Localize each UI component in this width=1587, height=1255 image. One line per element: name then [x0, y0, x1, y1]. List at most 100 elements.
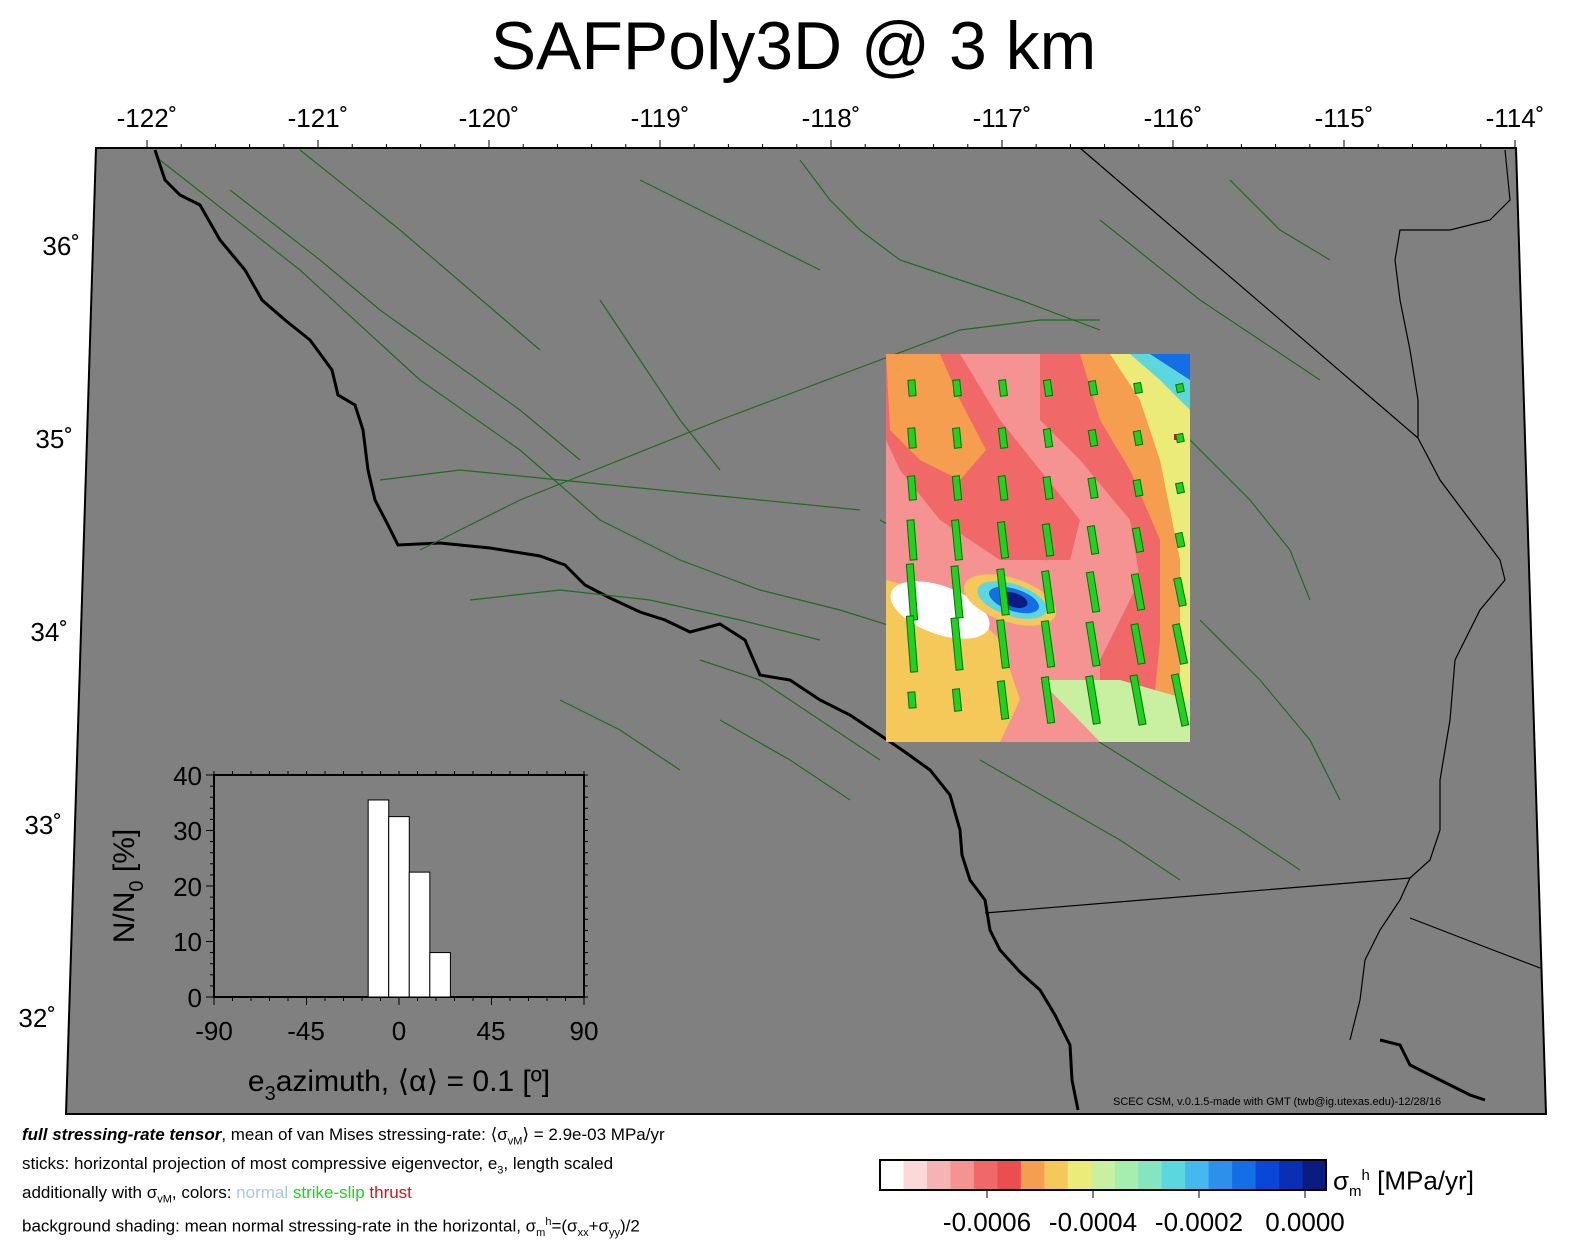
stick: [905, 615, 919, 673]
eigenvector-sticks: [905, 379, 1190, 727]
map-title: SAFPoly3D @ 3 km: [490, 8, 1097, 84]
stick: [1132, 429, 1144, 447]
histogram-ticks: [206, 771, 588, 1005]
lon-label: -120˚: [459, 103, 520, 133]
azimuth-histogram: 0 10 20 30 40 -90 -45 0 45 90 e3azimuth,…: [108, 761, 598, 1105]
stick: [1087, 476, 1099, 500]
stick: [1133, 381, 1143, 395]
stick: [952, 379, 962, 397]
stick: [997, 475, 1009, 501]
colorbar-label: σmh [MPa/yr]: [1333, 1165, 1474, 1200]
colorbar-swatch: [1232, 1160, 1257, 1190]
lon-label: -115˚: [1315, 103, 1374, 133]
stress-shading: [886, 354, 1190, 742]
hist-xtick: 0: [392, 1016, 406, 1046]
hist-xtick: -90: [195, 1016, 233, 1046]
stick: [1041, 523, 1055, 557]
stick: [1085, 571, 1101, 613]
stick: [951, 688, 963, 712]
colorbar-swatch: [926, 1160, 951, 1190]
stick: [951, 519, 963, 561]
lon-label: -119˚: [631, 103, 690, 133]
stick: [951, 475, 963, 501]
colorbar-swatch: [1255, 1160, 1280, 1190]
stick: [1085, 675, 1101, 725]
stick: [1087, 428, 1099, 448]
state-border-az: [1409, 437, 1506, 879]
stick: [951, 427, 963, 449]
stick: [1040, 620, 1056, 668]
lat-label: 35˚: [35, 424, 73, 454]
border-sonora: [1409, 917, 1541, 969]
lon-label: -121˚: [288, 103, 349, 133]
histogram-bar: [429, 952, 451, 998]
coastline: [153, 149, 1080, 1111]
stick: [1132, 478, 1144, 498]
stick: [1170, 673, 1190, 727]
stick: [1086, 525, 1100, 555]
hist-ytick: 10: [173, 927, 202, 957]
state-border-colorado-river: [1394, 149, 1511, 438]
stick: [1171, 623, 1189, 665]
colorbar-frame: [879, 1159, 1327, 1191]
stick: [906, 519, 918, 561]
colorbar-swatch: [1208, 1160, 1233, 1190]
caption-line-2: sticks: horizontal projection of most co…: [22, 1154, 614, 1177]
lon-label: -117˚: [973, 103, 1032, 133]
stick: [1175, 432, 1185, 444]
stick: [1041, 570, 1055, 614]
state-border-ca-nv: [1079, 147, 1419, 439]
colorbar-tick-label: -0.0004: [1048, 1207, 1138, 1237]
colorbar-tick-label: 0.0000: [1265, 1207, 1345, 1237]
hist-xtick: 45: [477, 1016, 506, 1046]
colorbar-swatch: [1091, 1160, 1116, 1190]
lat-label: 33˚: [24, 810, 62, 840]
colorbar-swatch: [880, 1160, 904, 1190]
hist-xtick: -45: [287, 1016, 325, 1046]
stick: [996, 680, 1010, 720]
lon-label: -118˚: [802, 103, 861, 133]
coastline-gulf: [1379, 1038, 1486, 1102]
stick: [997, 427, 1009, 449]
stick: [1173, 576, 1187, 608]
colorbar-swatch: [1067, 1160, 1092, 1190]
colorbar-swatch: [1114, 1160, 1139, 1190]
lon-label: -116˚: [1144, 103, 1203, 133]
colorbar-swatch: [1279, 1160, 1304, 1190]
stick: [950, 617, 964, 671]
lat-label: 32˚: [18, 1003, 56, 1033]
histogram-bar: [388, 816, 410, 998]
lat-label: 36˚: [42, 231, 80, 261]
national-border: [984, 877, 1411, 914]
lon-label: -114˚: [1486, 103, 1545, 133]
colorbar-tick-label: -0.0002: [1154, 1207, 1244, 1237]
histogram-bar: [367, 799, 390, 998]
hist-ytick: 30: [173, 816, 202, 846]
stick: [1174, 531, 1186, 549]
stick: [998, 379, 1008, 397]
stick: [907, 379, 917, 397]
colorbar-swatch: [973, 1160, 998, 1190]
map-frame-ticks: [146, 140, 1516, 148]
colorbar-ticks: [986, 1190, 1306, 1198]
credit-text: SCEC CSM, v.0.1.5-made with GMT (twb@ig.…: [1113, 1096, 1442, 1108]
national-border-az-mx: [1349, 877, 1411, 1041]
stick: [1040, 676, 1056, 724]
histogram-bar: [408, 871, 431, 998]
stick: [996, 619, 1010, 669]
stick: [1130, 573, 1146, 611]
stick: [996, 568, 1010, 616]
colorbar-swatch: [1185, 1160, 1210, 1190]
stick: [907, 691, 917, 709]
hist-ytick: 0: [188, 983, 202, 1013]
stick: [1175, 382, 1185, 394]
histogram-bars: [367, 799, 451, 998]
caption-line-4: background shading: mean normal stressin…: [22, 1216, 640, 1240]
colorbar-swatch: [1138, 1160, 1163, 1190]
hist-ytick: 40: [173, 761, 202, 791]
colorbar-swatch: [997, 1160, 1022, 1190]
stick: [1174, 481, 1186, 495]
colorbar-tick-label: -0.0006: [942, 1207, 1032, 1237]
colorbar-swatch: [1044, 1160, 1069, 1190]
caption-line-3: additionally with σvM, colors: normal st…: [22, 1183, 412, 1206]
